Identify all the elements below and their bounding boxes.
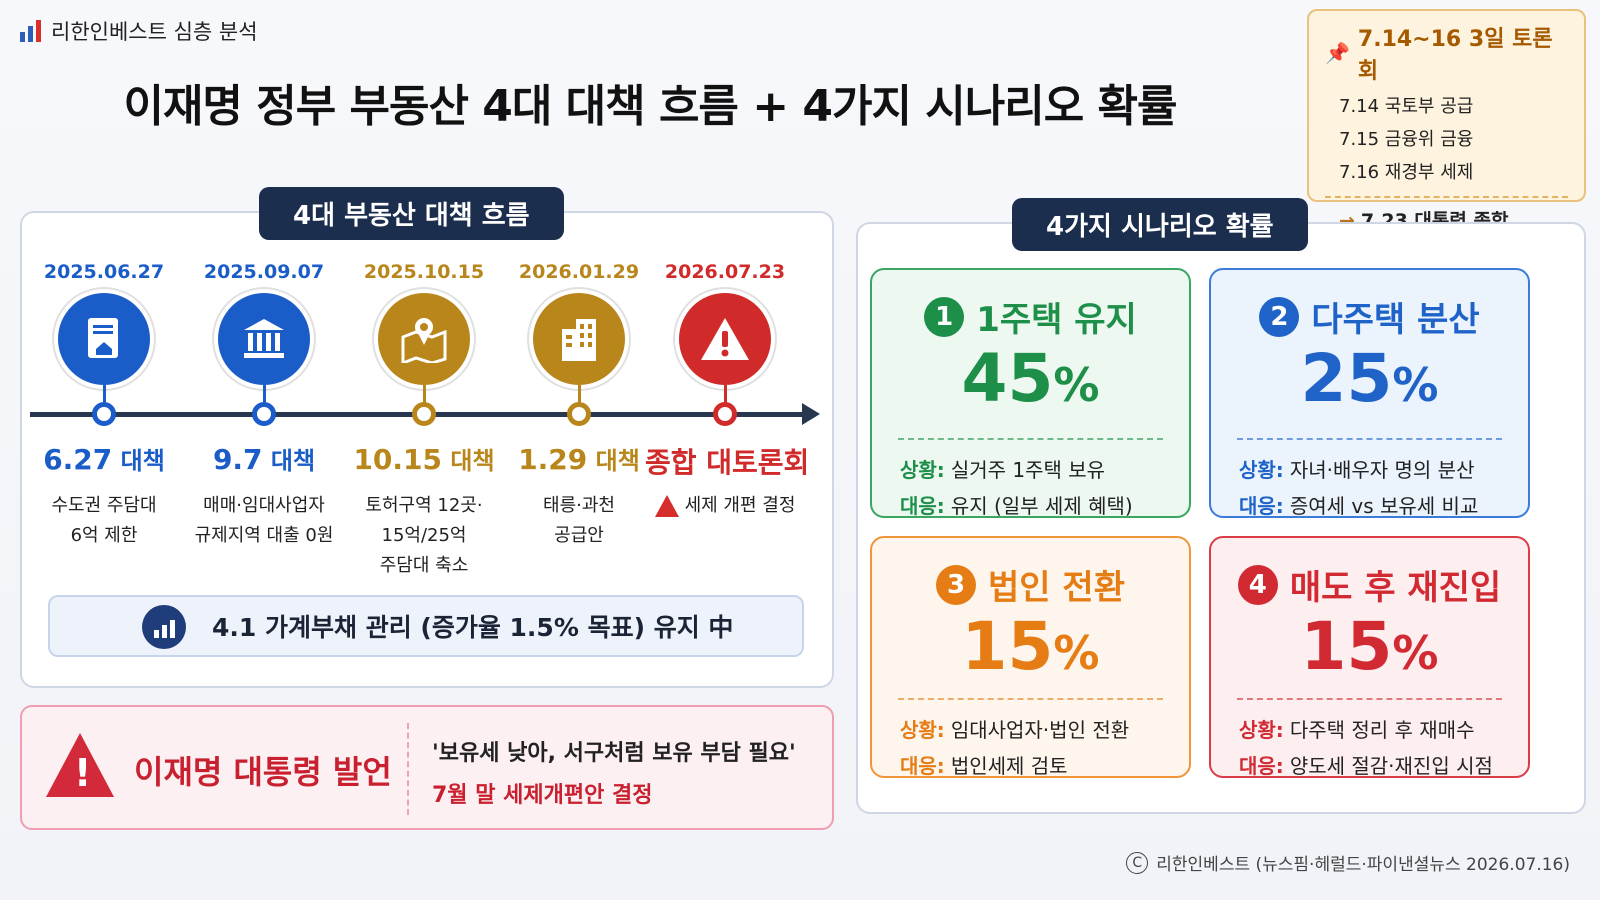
number-badge: 1 [924, 296, 965, 337]
growth-chart-icon [142, 605, 186, 649]
schedule-item: 7.14 국토부 공급 [1339, 96, 1474, 117]
timeline-date: 2026.07.23 [664, 261, 786, 283]
divider [1325, 196, 1568, 198]
timeline-dot [252, 402, 276, 426]
scenario-probability: 45% [961, 340, 1100, 417]
divider [1237, 698, 1502, 700]
scenario-response: 대응: 양도세 절감·재진입 시점 [1239, 754, 1493, 778]
policy-flow-tag: 4대 부동산 대책 흐름 [259, 187, 564, 240]
scenario-tag: 4가지 시나리오 확률 [1012, 198, 1308, 251]
timeline-dot [92, 402, 116, 426]
timeline-date: 2026.01.29 [518, 261, 640, 283]
timeline-arrow-icon [802, 403, 820, 425]
scenario-situation: 상황: 실거주 1주택 보유 [900, 458, 1106, 482]
scenario-situation: 상황: 다주택 정리 후 재매수 [1239, 718, 1475, 742]
timeline-date: 2025.06.27 [43, 261, 165, 283]
number-badge: 3 [936, 564, 977, 605]
schedule-box: 📌 7.14~16 3일 토론회 7.14 국토부 공급 7.15 금융위 금융… [1307, 9, 1586, 232]
timeline-stem [724, 385, 727, 407]
divider [1237, 438, 1502, 440]
scenario-situation: 상황: 임대사업자·법인 전환 [900, 718, 1130, 742]
divider [898, 698, 1163, 700]
scenario-situation: 상황: 자녀·배우자 명의 분산 [1239, 458, 1475, 482]
bar-chart-icon [20, 20, 41, 42]
policy-description: 태릉·과천 공급안 [543, 495, 615, 546]
timeline-stem [263, 385, 266, 407]
timeline-stem [103, 385, 106, 407]
pushpin-icon: 📌 [1325, 41, 1350, 65]
timeline-dot [567, 402, 591, 426]
scenario-title: 4 매도 후 재진입 [1211, 560, 1528, 609]
document-icon [58, 293, 150, 385]
timeline-stem [423, 385, 426, 407]
warning-icon [679, 293, 771, 385]
map-pin-icon [378, 293, 470, 385]
scenario-response: 대응: 유지 (일부 세제 혜택) [900, 494, 1133, 518]
timeline-stem [578, 385, 581, 407]
quote-text: '보유세 낮아, 서구처럼 보유 부담 필요' [432, 741, 796, 766]
scenario-response: 대응: 법인세제 검토 [900, 754, 1068, 778]
warning-icon [46, 733, 114, 797]
scenario-probability: 15% [1300, 608, 1439, 685]
policy-title: 9.7 대책 [212, 443, 316, 476]
building-icon [533, 293, 625, 385]
timeline-dot [713, 402, 737, 426]
scenario-title: 2 다주택 분산 [1211, 292, 1528, 341]
president-quote-box: ! 이재명 대통령 발언 '보유세 낮아, 서구처럼 보유 부담 필요' 7월 … [20, 705, 834, 830]
page-title: 이재명 정부 부동산 4대 대책 흐름 + 4가지 시나리오 확률 [123, 81, 1177, 132]
bank-icon [218, 293, 310, 385]
footer-source: 리한인베스트 (뉴스핌·헤럴드·파이낸셜뉴스 2026.07.16) [1156, 855, 1570, 875]
policy-title: 10.15 대책 [353, 443, 495, 476]
quote-title: 이재명 대통령 발언 [134, 753, 392, 791]
scenario-title: 3 법인 전환 [872, 560, 1189, 609]
scenario-probability: 15% [961, 608, 1100, 685]
schedule-item: 7.15 금융위 금융 [1339, 129, 1474, 150]
warning-icon [654, 495, 679, 517]
scenario-response: 대응: 증여세 vs 보유세 비교 [1239, 494, 1479, 518]
timeline-dot [412, 402, 436, 426]
household-debt-bar: 4.1 가계부채 관리 (증가율 1.5% 목표) 유지 中 [48, 595, 804, 657]
quote-conclusion: 7월 말 세제개편안 결정 [432, 783, 653, 808]
timeline-date: 2025.10.15 [363, 261, 485, 283]
policy-title: 6.27 대책 [43, 443, 165, 476]
policy-title: 종합 대토론회 [645, 446, 810, 479]
divider [898, 438, 1163, 440]
divider [407, 723, 409, 815]
brand: 리한인베스트 심층 분석 [20, 16, 258, 46]
scenario-probability: 25% [1300, 340, 1439, 417]
copyright-icon: C [1126, 851, 1149, 874]
brand-name: 리한인베스트 심층 분석 [51, 20, 258, 44]
policy-description: 매매·임대사업자 규제지역 대출 0원 [194, 495, 334, 546]
policy-description: 세제 개편 결정 [640, 491, 810, 521]
scenario-title: 1 1주택 유지 [872, 292, 1189, 341]
schedule-item: 7.16 재경부 세제 [1339, 162, 1474, 183]
warning-mark: ! [74, 751, 92, 795]
policy-title: 1.29 대책 [518, 443, 640, 476]
household-debt-text: 4.1 가계부채 관리 (증가율 1.5% 목표) 유지 中 [212, 613, 734, 642]
policy-description: 토허구역 12곳· 15억/25억 주담대 축소 [365, 495, 483, 576]
number-badge: 4 [1237, 564, 1278, 605]
schedule-title: 📌 7.14~16 3일 토론회 [1325, 27, 1553, 84]
policy-description: 수도권 주담대 6억 제한 [51, 495, 157, 546]
number-badge: 2 [1259, 296, 1300, 337]
footer: C 리한인베스트 (뉴스핌·헤럴드·파이낸셜뉴스 2026.07.16) [1126, 850, 1570, 875]
timeline-date: 2025.09.07 [203, 261, 325, 283]
